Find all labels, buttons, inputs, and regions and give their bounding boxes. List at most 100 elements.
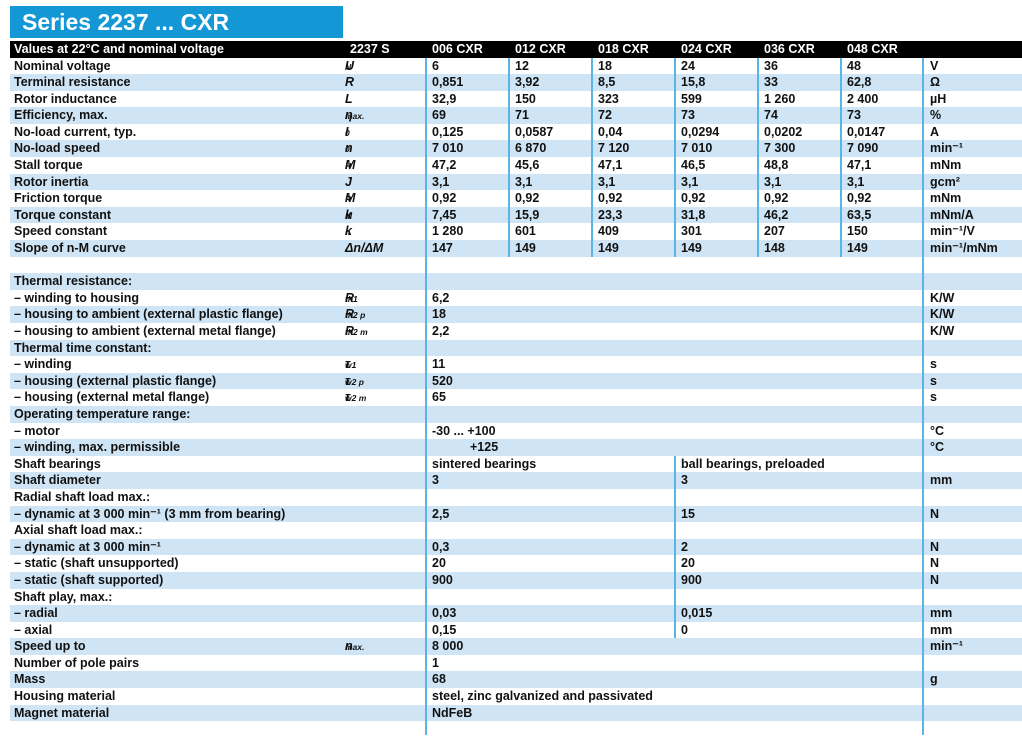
value-cell: 0,851	[432, 75, 464, 90]
column-divider	[425, 356, 427, 373]
table-row: Nominal voltage U N 6 12 18 24 36 48 V	[10, 57, 1022, 75]
column-divider	[674, 123, 676, 141]
column-divider	[674, 173, 676, 191]
symbol-subscript: H	[345, 161, 352, 172]
column-divider	[674, 605, 676, 622]
column-divider	[425, 704, 427, 722]
value-cell: 7 010	[432, 141, 464, 156]
value-cell: 18	[598, 58, 612, 73]
symbol-main: J	[345, 174, 352, 189]
column-divider	[674, 107, 676, 124]
column-divider	[591, 173, 593, 191]
column-divider	[674, 223, 676, 241]
table-row: Rotor inductance L 32,9 150 323 599 1 260 2 400…	[10, 90, 1022, 108]
value-cell: 149	[681, 241, 702, 256]
column-divider	[674, 240, 676, 257]
value-cell-left: 2,5	[432, 506, 450, 521]
column-divider	[508, 157, 510, 174]
column-divider	[674, 140, 676, 158]
column-divider	[922, 356, 924, 373]
column-divider	[591, 90, 593, 108]
table-row: Housing material steel, zinc galvanized a…	[10, 688, 1022, 705]
value-cell: 409	[598, 224, 619, 239]
table-row: Speed up to n max. 8 000 min⁻¹	[10, 638, 1022, 655]
table-row: Thermal resistance:	[10, 273, 1022, 290]
column-header: 012 CXR	[515, 42, 566, 56]
value-cell: 31,8	[681, 207, 706, 222]
unit-cell: V	[930, 58, 939, 73]
column-divider	[425, 621, 427, 639]
unit-cell: °C	[930, 423, 945, 438]
column-divider	[425, 605, 427, 622]
table-row	[10, 256, 1022, 274]
symbol-main: R	[345, 290, 355, 305]
value-cell: 23,3	[598, 207, 623, 222]
value-cell: 68	[432, 672, 446, 687]
symbol-subscript: R	[345, 194, 352, 205]
value-cell: 7,45	[432, 207, 457, 222]
symbol-main: M	[345, 191, 356, 206]
column-divider	[425, 405, 427, 423]
column-divider	[922, 123, 924, 141]
table-row: Friction torque M R 0,92 0,92 0,92 0,92 0,92 0,9…	[10, 190, 1022, 207]
row-label: – winding to housing	[14, 290, 139, 305]
value-cell: 12	[515, 58, 529, 73]
column-divider	[425, 455, 427, 473]
symbol-main: τ	[345, 357, 351, 372]
value-cell: 301	[681, 224, 702, 239]
value-cell: 69	[432, 108, 446, 123]
column-divider	[508, 140, 510, 158]
column-divider	[922, 190, 924, 207]
unit-cell: mm	[930, 473, 953, 488]
row-label: Torque constant	[14, 207, 111, 222]
row-label: Shaft diameter	[14, 473, 101, 488]
value-cell: 323	[598, 91, 619, 106]
column-divider	[922, 157, 924, 174]
column-header: 018 CXR	[598, 42, 649, 56]
table-row: – housing (external metal flange) τ w2 m 65…	[10, 389, 1022, 406]
column-divider	[425, 306, 427, 323]
unit-cell: s	[930, 357, 937, 372]
value-cell: 0,125	[432, 124, 464, 139]
unit-cell: mm	[930, 606, 953, 621]
column-divider	[922, 256, 924, 274]
column-divider	[840, 107, 842, 124]
column-divider	[840, 157, 842, 174]
column-divider	[425, 588, 427, 606]
value-cell: 3,92	[515, 75, 540, 90]
column-divider	[508, 107, 510, 124]
column-divider	[425, 638, 427, 655]
value-cell: 73	[847, 108, 861, 123]
table-row: – dynamic at 3 000 min⁻¹ 0,3 2 N	[10, 538, 1022, 556]
column-divider	[425, 571, 427, 589]
unit-cell: min⁻¹/mNm	[930, 241, 998, 256]
value-cell: 48	[847, 58, 861, 73]
column-divider	[591, 206, 593, 224]
table-row: Shaft play, max.:	[10, 588, 1022, 606]
column-divider	[591, 157, 593, 174]
row-label: – radial	[14, 606, 58, 621]
table-row: – static (shaft unsupported) 20 20 N	[10, 555, 1022, 572]
unit-cell: N	[930, 506, 940, 521]
page-title: Series 2237 ... CXR	[10, 6, 343, 38]
symbol-subscript: M	[345, 210, 353, 221]
column-divider	[922, 605, 924, 622]
value-cell: 207	[764, 224, 785, 239]
value-cell: 7 120	[598, 141, 630, 156]
symbol-main: η	[345, 108, 353, 123]
column-divider	[674, 90, 676, 108]
value-cell-right: ball bearings, preloaded	[681, 456, 825, 471]
value-cell-right: 0,015	[681, 606, 713, 621]
value-cell-left: 0,3	[432, 539, 450, 554]
value-cell: 0,92	[764, 191, 789, 206]
value-cell: 47,1	[598, 158, 623, 173]
symbol-main: τ	[345, 390, 351, 405]
table-row: – dynamic at 3 000 min⁻¹ (3 mm from bear…	[10, 505, 1022, 523]
unit-cell: min⁻¹	[930, 639, 963, 654]
column-divider	[425, 289, 427, 307]
symbol-main: R	[345, 324, 355, 338]
